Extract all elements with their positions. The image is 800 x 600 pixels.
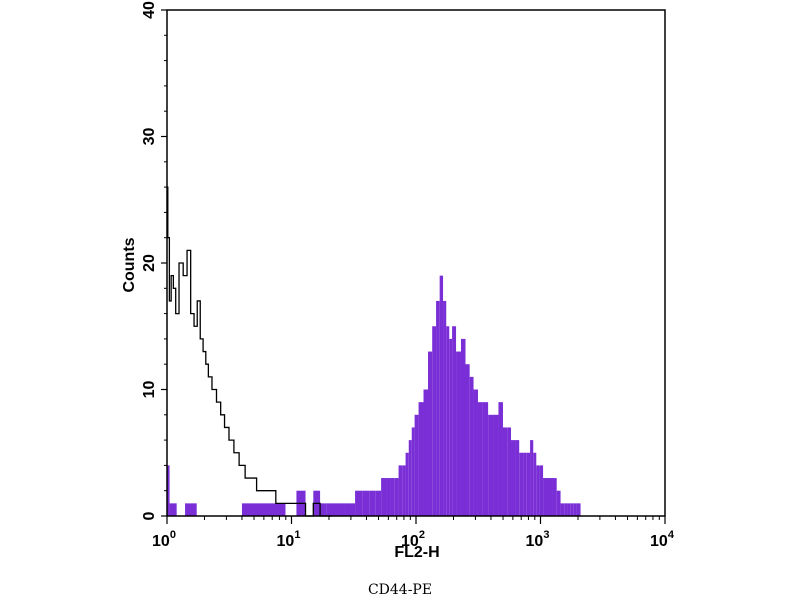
series-layer [167,186,581,517]
x-tick-label: 104 [650,529,675,550]
series-line-1 [167,186,332,517]
histogram-bar [576,503,581,516]
histogram-bar [362,490,370,516]
histogram-bar [465,364,470,516]
y-tick-label: 40 [141,1,158,19]
histogram-bar [320,503,327,516]
histogram-bar [418,402,424,516]
histogram-bar [473,389,478,516]
x-tick-label: 103 [526,529,550,550]
histogram-bar [405,452,409,516]
histogram-bar [552,478,557,516]
x-tick-label: 100 [152,529,176,550]
histogram-bar [423,389,429,516]
histogram-bar [543,478,549,516]
histogram-bar [456,351,461,516]
histogram-bar [432,326,437,516]
histogram-bar [556,490,561,516]
histogram-bar [536,465,540,516]
histogram-bar [375,490,382,516]
histogram-bar [436,300,440,516]
y-tick-label: 30 [141,128,158,146]
histogram-bar [394,478,399,516]
y-tick-label: 20 [141,254,158,272]
histogram-bar [381,478,387,516]
histogram-bar [530,440,534,516]
histogram-bar [241,503,286,516]
histogram-bar [564,503,568,516]
histogram-bar [498,402,503,516]
histogram-bar [523,452,527,516]
histogram-bar [402,465,406,516]
histogram-bar [515,440,520,516]
histogram-bar [452,326,457,516]
histogram-bar [428,351,433,516]
histogram-bar [488,414,494,516]
histogram-bar [560,503,565,516]
histogram-bar [335,503,346,516]
histogram-bar [414,414,419,516]
histogram-bar [526,452,531,516]
histogram-bar [533,452,537,516]
histogram-bar [355,490,363,516]
histogram-bar [326,503,336,516]
histogram-bar [502,427,508,516]
histogram-bar [493,414,499,516]
histogram-bar [539,465,544,516]
histogram-bar [573,503,577,516]
histogram-bar [398,465,403,516]
histogram-bar [449,338,453,516]
histogram-bar [386,478,391,516]
histogram-bar [390,478,395,516]
histogram-bar [185,503,197,516]
histogram-bar [482,402,489,516]
y-tick-label: 10 [141,381,158,399]
x-axis-title: FL2-H [394,544,439,561]
histogram-bar [477,402,483,516]
histogram-bar [469,376,474,516]
histogram-bar [511,440,516,516]
histogram-bar [169,503,177,516]
histogram-bar [369,490,376,516]
histogram-bar [446,326,450,516]
histogram-bar [408,440,412,516]
histogram-bar [443,300,447,516]
histogram-bar [570,503,574,516]
histogram-bar [460,338,466,516]
histogram-bar [411,427,415,516]
histogram-bar [519,452,524,516]
histogram-bar [548,478,553,516]
x-tick-label: 101 [277,529,301,550]
histogram-bar [507,427,512,516]
y-axis-title: Counts [121,237,138,292]
histogram-bar [345,503,356,516]
histogram-bar [567,503,571,516]
histogram-bar [439,275,444,516]
histogram-bar [167,465,170,516]
figure-caption: CD44-PE [367,582,433,598]
y-tick-label: 0 [141,511,158,520]
